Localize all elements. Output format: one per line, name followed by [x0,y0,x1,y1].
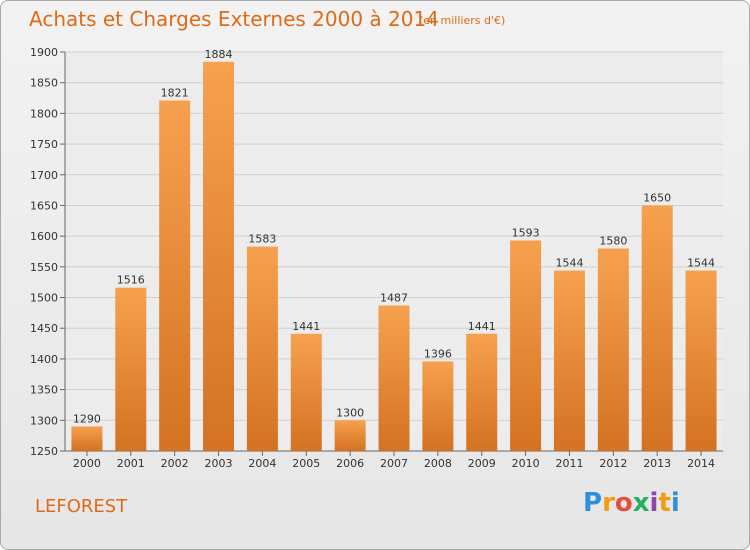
y-tick-label: 1700 [30,169,58,182]
bar [290,333,322,451]
y-tick-label: 1600 [30,230,58,243]
bar-value-label: 1544 [555,257,583,270]
bar-value-label: 1593 [512,226,540,239]
bar-value-label: 1884 [205,48,233,61]
x-tick-label: 2010 [512,457,540,470]
y-tick-label: 1400 [30,353,58,366]
bar-value-label: 1650 [643,191,671,204]
bar [641,205,673,451]
y-tick-label: 1550 [30,261,58,274]
bar [378,305,410,451]
bar-value-label: 1441 [468,320,496,333]
bar [246,246,278,451]
bar [203,61,235,452]
bar [159,100,191,452]
y-tick-label: 1750 [30,138,58,151]
x-tick-label: 2003 [205,457,233,470]
bar-value-label: 1396 [424,347,452,360]
logo-letter: i [670,488,680,518]
y-tick-label: 1350 [30,384,58,397]
x-tick-label: 2007 [380,457,408,470]
logo-letter: i [649,488,659,518]
x-tick-label: 2012 [599,457,627,470]
logo-letter: P [583,488,603,518]
chart-title: Achats et Charges Externes 2000 à 2014 [29,7,439,31]
commune-name: LEFOREST [35,496,128,517]
y-tick-label: 1650 [30,199,58,212]
y-tick-label: 1800 [30,107,58,120]
logo-letter: r [602,488,615,518]
bar-value-label: 1821 [161,86,189,99]
x-tick-label: 2002 [161,457,189,470]
bar-value-label: 1583 [248,233,276,246]
y-tick-label: 1450 [30,322,58,335]
bar [510,240,542,451]
y-tick-label: 1850 [30,77,58,90]
bar-value-label: 1300 [336,406,364,419]
bar-value-label: 1580 [599,234,627,247]
x-tick-label: 2013 [643,457,671,470]
x-tick-label: 2001 [117,457,145,470]
bar-value-label: 1544 [687,257,715,270]
chart-subtitle: (en milliers d'€) [419,14,506,27]
bar [685,270,717,451]
x-tick-label: 2005 [292,457,320,470]
bar-value-label: 1516 [117,274,145,287]
x-tick-label: 2004 [248,457,276,470]
x-tick-label: 2011 [555,457,583,470]
x-tick-label: 2014 [687,457,715,470]
logo-letter: t [658,488,671,518]
bar-value-label: 1487 [380,292,408,305]
y-tick-label: 1900 [30,46,58,59]
x-tick-label: 2009 [468,457,496,470]
bar [422,361,454,451]
bar-value-label: 1441 [292,320,320,333]
x-tick-label: 2008 [424,457,452,470]
proxiti-logo: Proxiti [583,488,680,518]
bar [597,248,629,451]
bar [334,420,366,451]
logo-letter: o [614,488,633,518]
x-tick-label: 2006 [336,457,364,470]
x-tick-label: 2000 [73,457,101,470]
bar [466,333,498,451]
y-tick-label: 1250 [30,445,58,458]
bar [71,426,103,451]
bar-value-label: 1290 [73,412,101,425]
bar [115,287,147,451]
logo-letter: x [632,488,650,518]
y-tick-label: 1500 [30,292,58,305]
bar [553,270,585,451]
y-tick-label: 1300 [30,414,58,427]
